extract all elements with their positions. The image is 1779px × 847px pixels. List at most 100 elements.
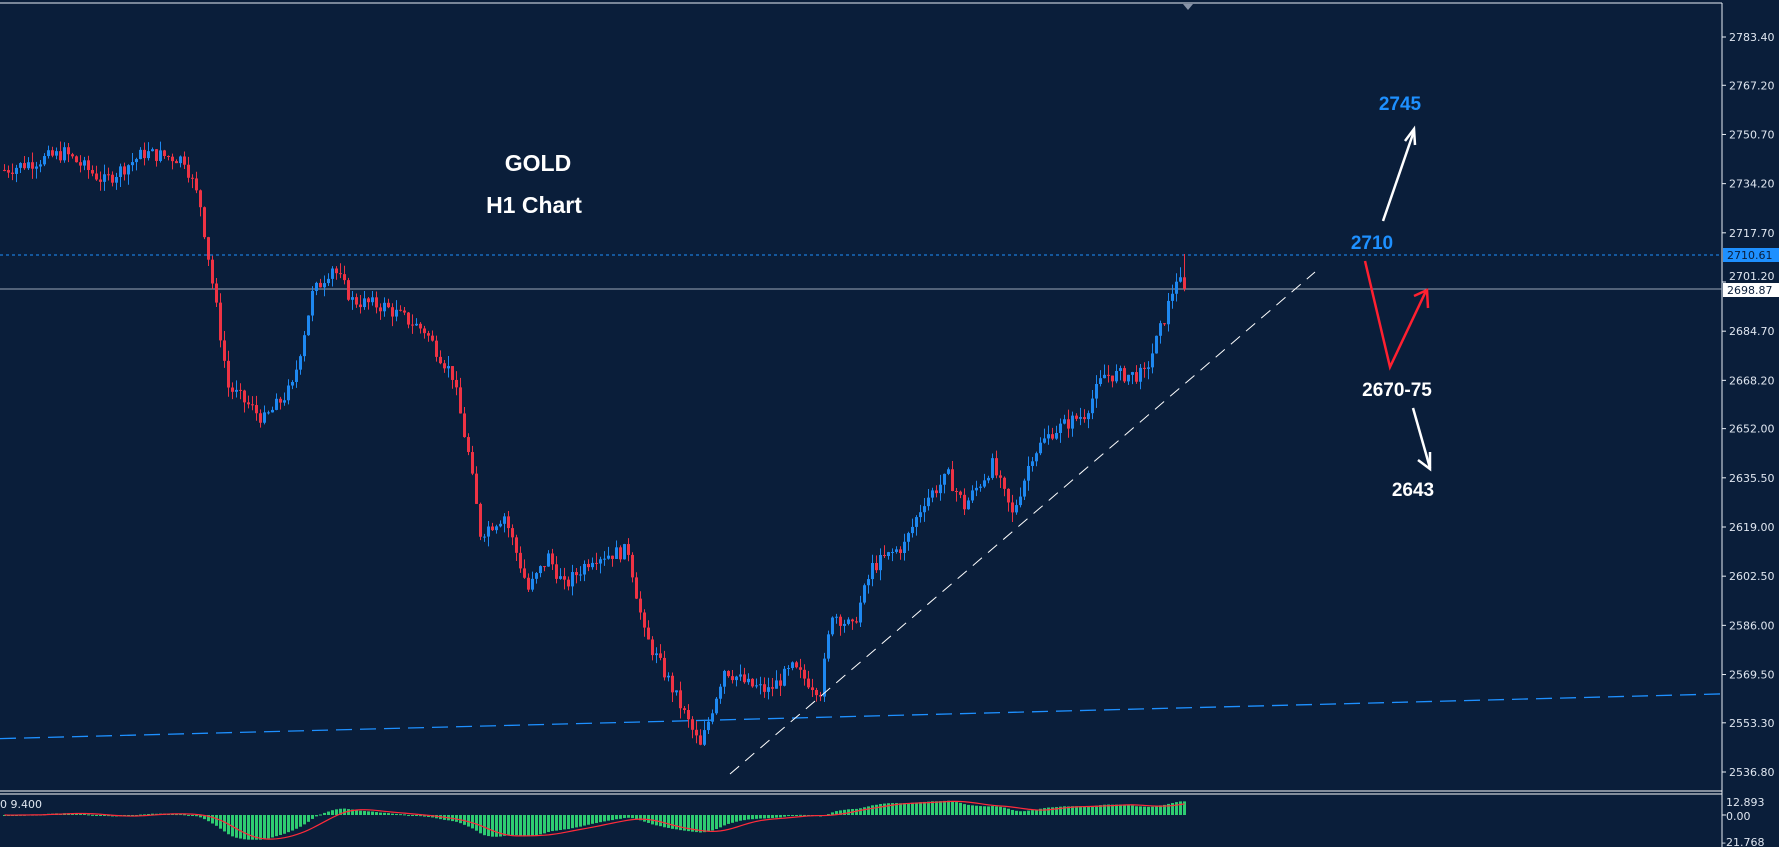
macd-bar bbox=[1087, 806, 1090, 815]
macd-bar bbox=[515, 815, 518, 836]
candle bbox=[247, 402, 250, 405]
candle bbox=[1051, 434, 1054, 439]
macd-bar bbox=[1011, 809, 1014, 815]
candle bbox=[575, 572, 578, 576]
candle bbox=[451, 366, 454, 380]
candle bbox=[551, 553, 554, 565]
macd-bar bbox=[591, 815, 594, 824]
macd-bar bbox=[771, 815, 774, 819]
candle bbox=[807, 678, 810, 688]
macd-bar bbox=[1047, 807, 1050, 815]
candle bbox=[487, 526, 490, 537]
macd-bar bbox=[323, 812, 326, 815]
macd-bar bbox=[863, 807, 866, 815]
candles bbox=[3, 141, 1186, 746]
macd-bar bbox=[255, 815, 258, 840]
macd-bar bbox=[387, 813, 390, 815]
candle bbox=[891, 551, 894, 553]
macd-bar bbox=[243, 815, 246, 840]
candle bbox=[643, 612, 646, 628]
candle bbox=[1115, 370, 1118, 382]
candle bbox=[1003, 477, 1006, 489]
price-tick-label: 2553.30 bbox=[1729, 717, 1775, 730]
candle bbox=[827, 634, 830, 659]
candle bbox=[823, 658, 826, 697]
macd-bar bbox=[315, 815, 318, 817]
macd-bar bbox=[79, 813, 82, 815]
macd-bar bbox=[595, 815, 598, 824]
candle bbox=[931, 490, 934, 498]
candle bbox=[615, 547, 618, 559]
candle bbox=[171, 156, 174, 162]
macd-bar bbox=[1079, 806, 1082, 815]
high-price-tag bbox=[1723, 248, 1779, 262]
candle bbox=[999, 475, 1002, 478]
macd-bar bbox=[891, 803, 894, 815]
macd-bar bbox=[1063, 806, 1066, 815]
price-tick-label: 2717.70 bbox=[1729, 227, 1775, 240]
macd-bar bbox=[635, 815, 638, 820]
chart-shift-marker-icon[interactable] bbox=[1183, 4, 1193, 10]
candle bbox=[1023, 480, 1026, 497]
candle bbox=[47, 150, 50, 157]
macd-bar bbox=[1123, 805, 1126, 815]
candle bbox=[667, 675, 670, 678]
macd-bar bbox=[1179, 801, 1182, 815]
macd-bar bbox=[559, 815, 562, 830]
macd-bar bbox=[915, 802, 918, 815]
candle bbox=[39, 164, 42, 167]
candle bbox=[351, 297, 354, 300]
macd-bar bbox=[691, 815, 694, 832]
macd-bar bbox=[879, 804, 882, 815]
macd-bar bbox=[1107, 804, 1110, 815]
macd-bar bbox=[99, 815, 102, 816]
macd-bar bbox=[187, 814, 190, 816]
trendline[interactable] bbox=[729, 271, 1316, 775]
candle bbox=[1027, 465, 1030, 481]
macd-bar bbox=[1159, 805, 1162, 815]
candle bbox=[727, 670, 730, 677]
candle bbox=[1119, 368, 1122, 371]
macd-bar bbox=[899, 803, 902, 815]
candle bbox=[895, 549, 898, 552]
candle bbox=[951, 469, 954, 492]
price-tick-label: 2783.40 bbox=[1729, 31, 1775, 44]
candle bbox=[611, 555, 614, 559]
candle bbox=[3, 169, 6, 171]
candle bbox=[31, 162, 34, 169]
candle bbox=[1127, 374, 1130, 382]
candle bbox=[515, 537, 518, 553]
macd-bar bbox=[491, 815, 494, 837]
macd-bar bbox=[919, 802, 922, 815]
macd-bar bbox=[555, 815, 558, 831]
indicator-label: 0 9.400 bbox=[0, 798, 42, 811]
candle bbox=[579, 574, 582, 576]
candle bbox=[1135, 372, 1138, 382]
candle bbox=[867, 579, 870, 586]
candle bbox=[775, 680, 778, 689]
candle bbox=[67, 147, 70, 155]
candle bbox=[967, 500, 970, 510]
macd-bar bbox=[1099, 805, 1102, 815]
macd-bar bbox=[611, 815, 614, 821]
candle bbox=[43, 156, 46, 165]
macd-bar bbox=[371, 811, 374, 815]
macd-bar bbox=[379, 812, 382, 815]
macd-bar bbox=[751, 815, 754, 820]
candle bbox=[235, 389, 238, 392]
candle bbox=[527, 577, 530, 590]
candle bbox=[707, 721, 710, 731]
macd-bar bbox=[703, 815, 706, 833]
candle bbox=[843, 623, 846, 626]
candle bbox=[1171, 293, 1174, 301]
macd-bar bbox=[871, 805, 874, 815]
macd-bar bbox=[711, 815, 714, 831]
candle bbox=[503, 516, 506, 524]
candle bbox=[431, 335, 434, 341]
candle bbox=[1031, 461, 1034, 466]
macd-bar bbox=[767, 815, 770, 819]
candle bbox=[155, 149, 158, 161]
candle bbox=[323, 283, 326, 288]
candle bbox=[411, 324, 414, 326]
